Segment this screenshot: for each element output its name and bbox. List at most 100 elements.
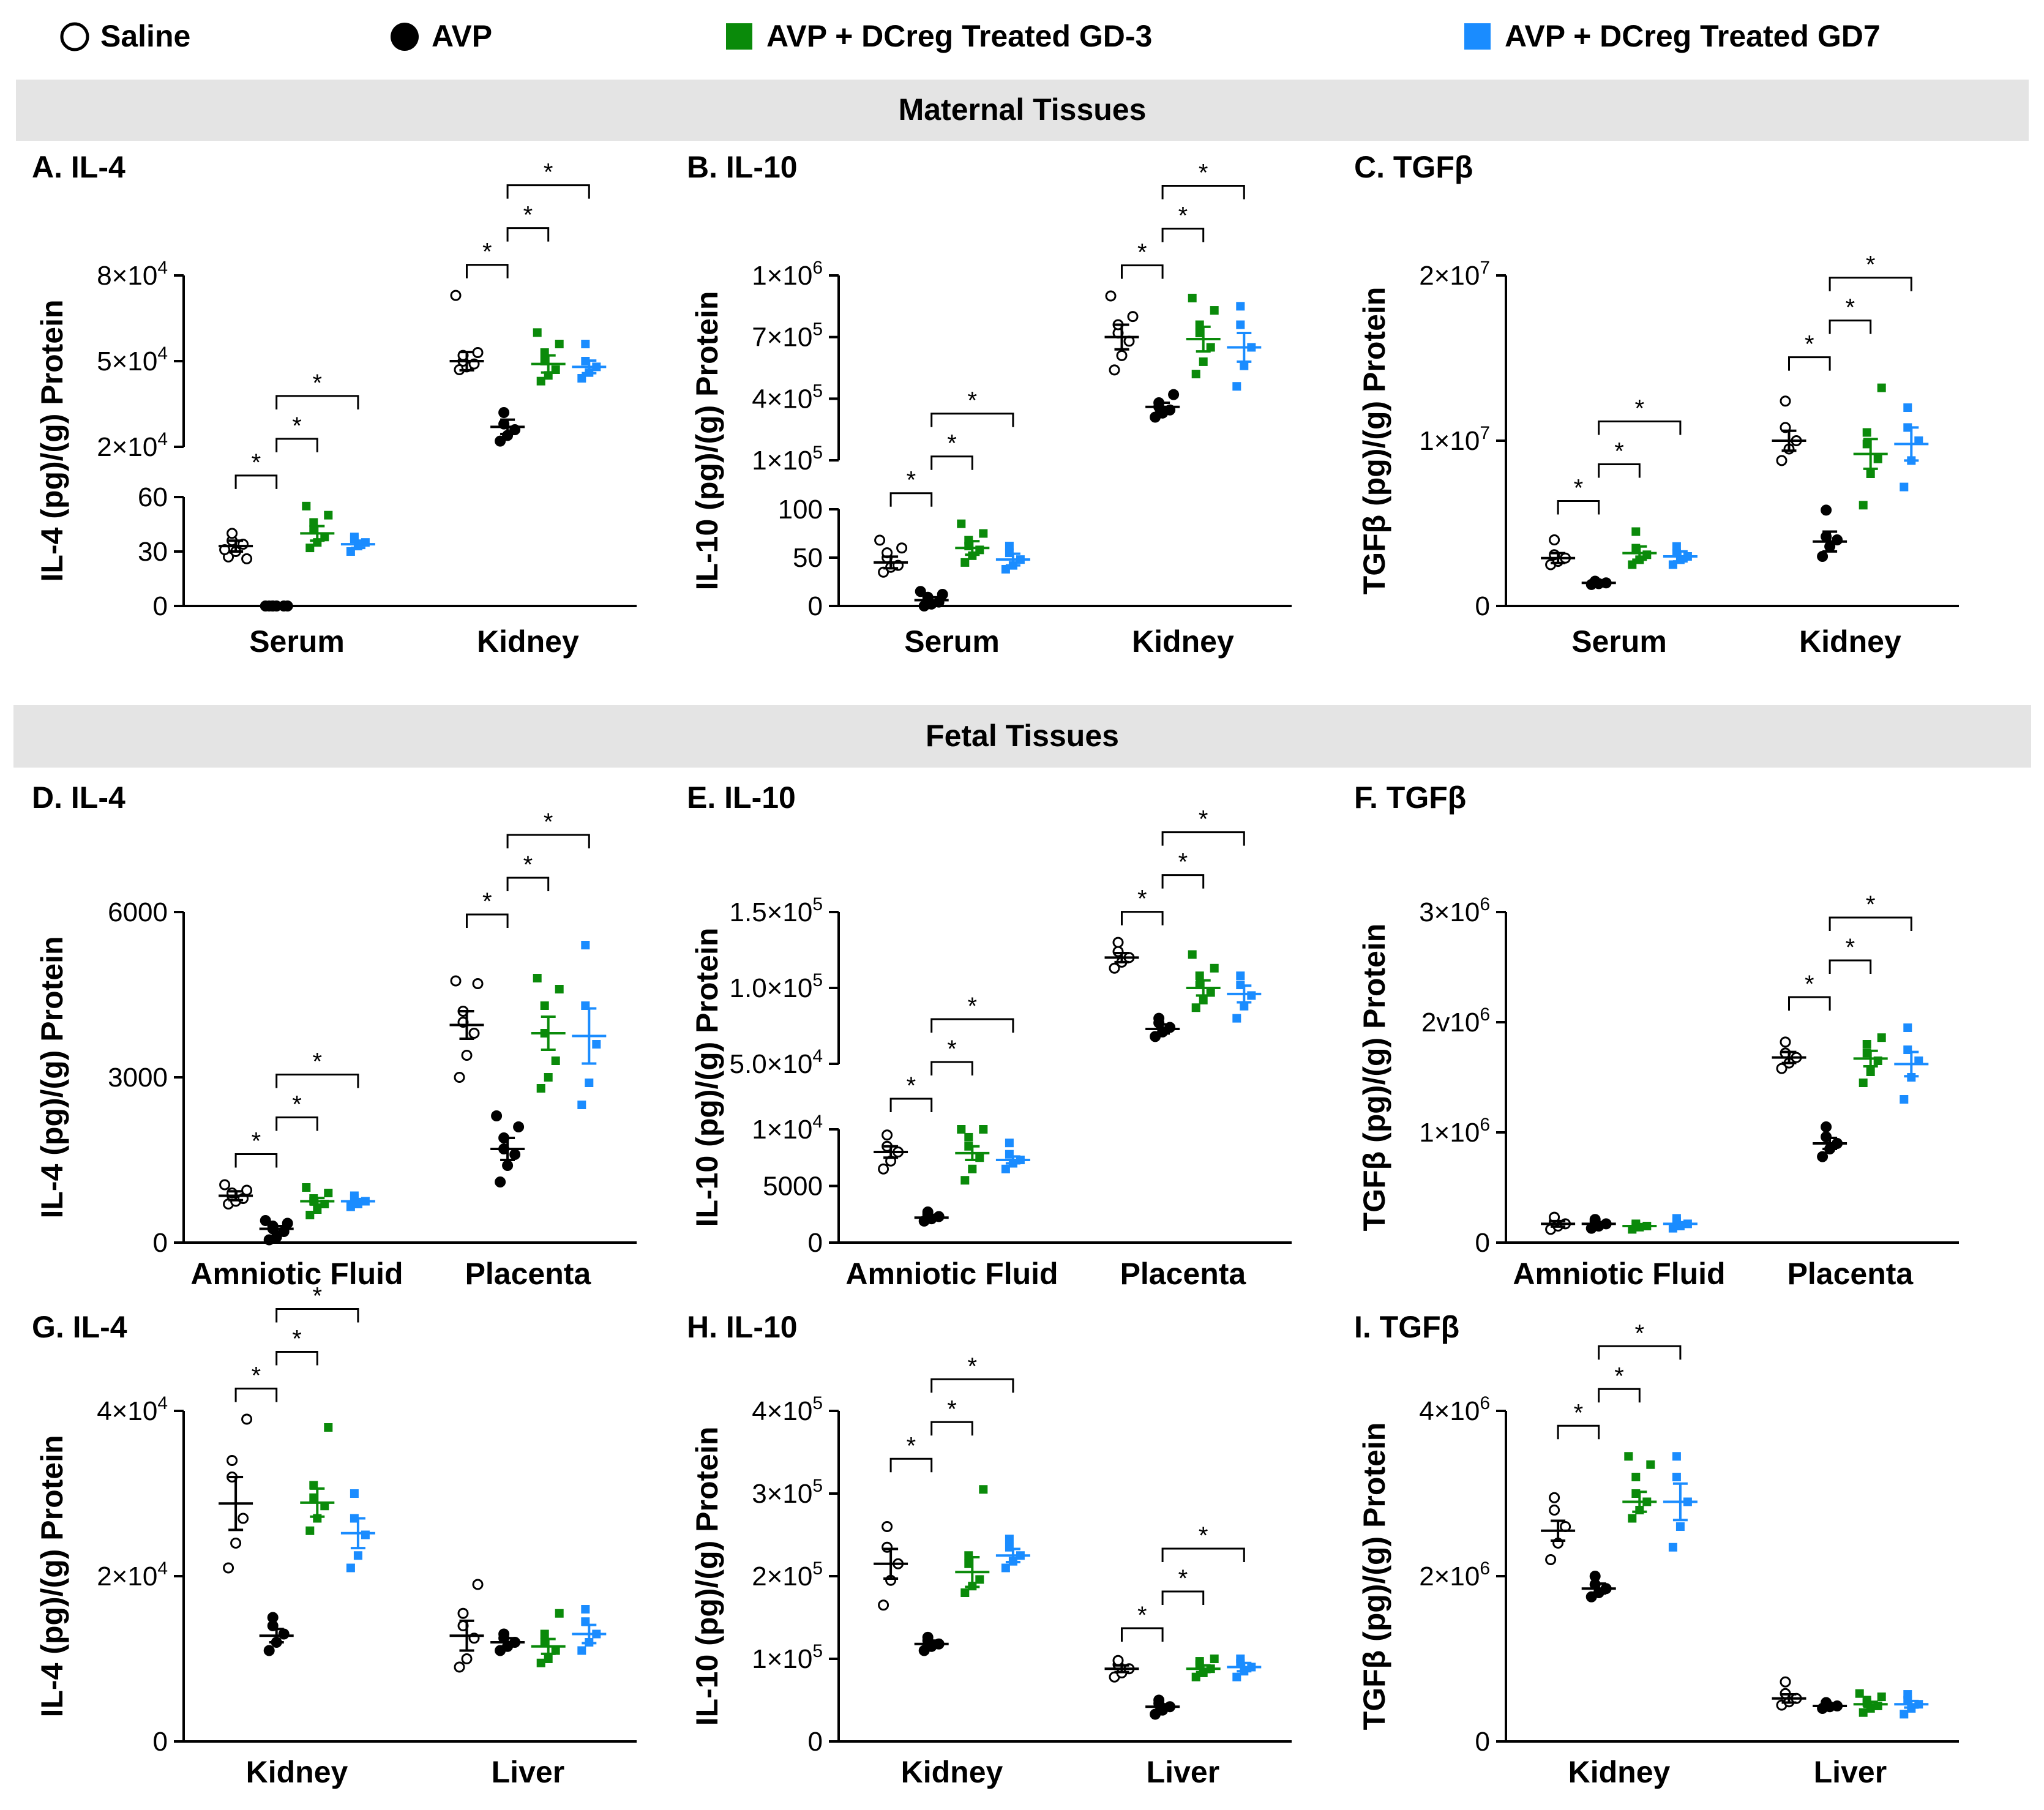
panel-i: I. TGFβ TGFβ (pg)/(g) Protein 0 2×106 4×106 K… — [1354, 1310, 1959, 1789]
panel-f: F. TGFβ TGFβ (pg)/(g) Protein 0 1×106 2v106 3… — [1354, 780, 1959, 1291]
panel-d-point — [592, 1040, 601, 1049]
panel-g-point — [581, 1605, 590, 1614]
panel-c-sig-star: * — [1574, 475, 1584, 502]
panel-b-sig-star: * — [968, 387, 978, 414]
panel-f-sig-star: * — [1846, 934, 1855, 961]
panel-a-point — [241, 553, 253, 564]
panel-e-point — [1191, 1003, 1200, 1012]
panel-c-sig-star: * — [1805, 331, 1814, 358]
panel-f-point — [1817, 1151, 1829, 1162]
panel-c-point — [1862, 439, 1871, 449]
panel-e-ytick-label: 0 — [808, 1228, 823, 1258]
panel-b-ytick-label: 1×105 — [752, 443, 823, 476]
panel-a-sig-bracket — [466, 264, 509, 279]
panel-e-sig-bracket — [930, 1061, 973, 1075]
panel-g-sig-star: * — [252, 1363, 261, 1389]
panel-e-ytick-label: 1.5×105 — [730, 894, 823, 927]
panel-a: A. IL-4 IL-4 (pg)/(g) Protein 0 30 60 2×104 5×… — [32, 150, 637, 659]
panel-i-point — [1859, 1708, 1868, 1717]
panel-h-point — [1210, 1655, 1219, 1663]
legend-gd7-marker — [1464, 23, 1491, 50]
panel-g-point — [540, 1629, 549, 1639]
panel-b-sig-bracket — [930, 413, 1014, 427]
panel-i-ytick-label: 0 — [1475, 1727, 1490, 1757]
fetal-section-band — [13, 705, 2031, 768]
panel-i-point — [1855, 1689, 1864, 1698]
panel-g-point — [577, 1646, 586, 1655]
panel-b-point — [1116, 350, 1128, 361]
legend-avp-label: AVP — [432, 19, 492, 53]
panel-c-point — [1877, 383, 1886, 392]
panel-h-ytick-label: 0 — [808, 1727, 823, 1757]
panel-g-point — [346, 1563, 355, 1573]
panel-g-point — [267, 1612, 279, 1623]
panel-b-sig-star: * — [947, 430, 957, 457]
panel-i-point — [1646, 1460, 1655, 1469]
panel-e-point — [1153, 1012, 1165, 1024]
panel-e-sig-star: * — [1199, 806, 1208, 833]
panel-d-point — [540, 1001, 549, 1010]
panel-h-point — [1005, 1535, 1014, 1544]
panel-h-point — [964, 1559, 973, 1568]
panel-d-sig-bracket — [275, 1074, 359, 1088]
panel-d-category-label: Placenta — [465, 1257, 592, 1291]
panel-e-point — [1232, 1014, 1241, 1023]
panel-b-ytick-label: 100 — [778, 495, 823, 525]
panel-a-point — [498, 407, 510, 418]
panel-c-point — [1832, 534, 1843, 545]
panel-d-title: D. IL-4 — [32, 780, 125, 815]
panel-h-ytick-label: 4×105 — [752, 1393, 823, 1426]
panel-c-point — [1866, 469, 1875, 478]
panel-b-point — [937, 589, 948, 600]
panel-i-sig-star: * — [1574, 1399, 1584, 1426]
panel-b-point — [874, 534, 886, 546]
panel-h-category-label: Liver — [1147, 1755, 1220, 1789]
panel-c-sig-bracket — [1598, 421, 1682, 435]
panel-h-sig-bracket — [1161, 1590, 1205, 1605]
panel-i-sig-star: * — [1614, 1363, 1624, 1389]
panel-c-point — [1900, 482, 1909, 492]
panel-e-sig-bracket — [1161, 831, 1245, 846]
panel-a-ylabel: IL-4 (pg)/(g) Protein — [35, 299, 69, 582]
panel-h-sig-star: * — [1199, 1522, 1208, 1549]
panel-d-point — [495, 1176, 506, 1187]
panel-b-point — [1005, 542, 1014, 551]
panel-g-sig-star: * — [313, 1283, 323, 1310]
panel-d-sig-bracket — [466, 913, 509, 928]
panel-g-sig-bracket — [275, 1308, 359, 1323]
panel-h-point — [1236, 1655, 1245, 1663]
panel-b-sig-bracket — [930, 455, 973, 470]
panel-i-point — [1545, 1554, 1557, 1565]
panel-h-category-label: Kidney — [901, 1755, 1003, 1789]
panel-e-sig-star: * — [907, 1072, 916, 1099]
panel-c-sig-bracket — [1829, 277, 1912, 291]
panel-b-category-label: Kidney — [1132, 624, 1234, 659]
panel-g-category-label: Kidney — [246, 1755, 348, 1789]
panel-e-point — [882, 1129, 893, 1141]
legend-saline-marker — [60, 22, 89, 51]
panel-e-sig-bracket — [1121, 911, 1164, 926]
panel-c-point — [1642, 550, 1652, 559]
panel-e-sig-bracket — [930, 1018, 1014, 1033]
panel-a-ytick-label: 30 — [138, 537, 168, 567]
panel-a-point — [350, 533, 359, 542]
panel-i-point — [1589, 1571, 1601, 1582]
panel-e-point — [1195, 971, 1204, 981]
panel-e-sig-star: * — [1137, 886, 1147, 913]
panel-b-point — [1206, 343, 1215, 352]
panel-c-point — [1776, 455, 1788, 466]
panel-c-sig-star: * — [1846, 294, 1855, 321]
panel-f-point — [1780, 1036, 1791, 1048]
panel-a-point — [450, 290, 462, 301]
panel-a-point — [320, 533, 329, 542]
panel-c: C. TGFβ TGFβ (pg)/(g) Protein 0 1×107 2×107 S… — [1354, 150, 1959, 659]
panel-d-point — [544, 1073, 553, 1082]
panel-h-sig-bracket — [1121, 1627, 1164, 1642]
panel-g-point — [223, 1562, 234, 1574]
panel-i-point — [1672, 1452, 1681, 1461]
panel-c-sig-bracket — [1829, 320, 1872, 334]
panel-d-point — [454, 1072, 465, 1083]
panel-a-point — [577, 374, 586, 383]
panel-d-point — [555, 985, 564, 993]
